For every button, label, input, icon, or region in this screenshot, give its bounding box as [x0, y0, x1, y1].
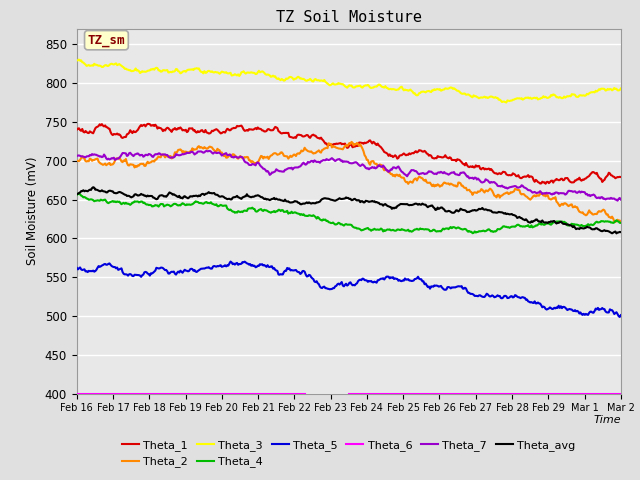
Theta_1: [541, 181, 549, 187]
Theta_4: [617, 220, 625, 226]
Theta_4: [332, 221, 340, 227]
Theta_2: [348, 139, 355, 145]
Theta_1: [398, 152, 406, 158]
Theta_3: [336, 81, 344, 87]
Theta_1: [73, 127, 81, 132]
Text: TZ_sm: TZ_sm: [88, 34, 125, 47]
Theta_6: [73, 391, 81, 396]
Theta_3: [332, 82, 340, 87]
Theta_avg: [520, 216, 527, 222]
Theta_4: [606, 219, 614, 225]
Theta_4: [336, 220, 344, 226]
Line: Theta_avg: Theta_avg: [77, 187, 621, 233]
Theta_4: [521, 224, 529, 229]
Theta_2: [73, 158, 81, 164]
Theta_6: [605, 391, 612, 396]
Theta_5: [369, 279, 376, 285]
Theta_avg: [336, 195, 344, 201]
Theta_3: [73, 58, 81, 63]
Theta_1: [369, 141, 376, 146]
Theta_7: [614, 198, 621, 204]
Theta_5: [398, 278, 406, 284]
Theta_6: [617, 391, 625, 396]
Theta_3: [617, 86, 625, 92]
Theta_4: [398, 226, 406, 232]
Theta_7: [73, 153, 81, 159]
Theta_2: [617, 219, 625, 225]
Theta_2: [335, 145, 342, 151]
Theta_avg: [73, 191, 81, 197]
Theta_1: [617, 174, 625, 180]
Title: TZ Soil Moisture: TZ Soil Moisture: [276, 10, 422, 25]
Theta_avg: [398, 201, 406, 207]
Theta_5: [332, 283, 340, 289]
Theta_1: [606, 170, 614, 176]
Theta_avg: [605, 228, 612, 234]
Theta_4: [369, 227, 376, 233]
Theta_7: [398, 169, 406, 175]
Line: Theta_7: Theta_7: [77, 151, 621, 201]
Y-axis label: Soil Moisture (mV): Soil Moisture (mV): [26, 157, 39, 265]
Theta_avg: [369, 198, 376, 204]
Theta_7: [369, 164, 376, 170]
Line: Theta_4: Theta_4: [77, 193, 621, 233]
Theta_1: [520, 174, 527, 180]
Theta_5: [336, 282, 344, 288]
Theta_5: [617, 312, 625, 318]
Theta_5: [520, 295, 527, 300]
Theta_avg: [617, 229, 625, 235]
Theta_2: [369, 158, 376, 164]
Legend: Theta_1, Theta_2, Theta_3, Theta_4, Theta_5, Theta_6, Theta_7, Theta_avg: Theta_1, Theta_2, Theta_3, Theta_4, Thet…: [118, 436, 580, 472]
Theta_3: [398, 84, 406, 90]
Theta_7: [203, 148, 211, 154]
Theta_2: [398, 175, 406, 180]
Theta_3: [606, 86, 614, 92]
Theta_7: [336, 156, 344, 162]
Theta_4: [74, 191, 82, 196]
Theta_5: [605, 310, 612, 315]
Theta_7: [617, 197, 625, 203]
Theta_5: [616, 314, 623, 320]
Theta_1: [336, 141, 344, 146]
Theta_3: [502, 99, 510, 105]
Theta_2: [605, 214, 612, 220]
Theta_2: [332, 144, 339, 150]
Line: Theta_2: Theta_2: [77, 142, 621, 222]
Theta_6: [520, 391, 527, 396]
Theta_7: [605, 196, 612, 202]
Theta_6: [398, 391, 406, 396]
Theta_6: [369, 391, 376, 396]
Theta_2: [520, 191, 527, 197]
Theta_4: [468, 230, 476, 236]
Theta_4: [73, 192, 81, 198]
Theta_7: [520, 184, 527, 190]
Theta_3: [75, 57, 83, 62]
Theta_1: [332, 141, 340, 146]
Theta_5: [73, 265, 81, 271]
Theta_avg: [90, 184, 97, 190]
Theta_1: [145, 121, 152, 127]
Line: Theta_1: Theta_1: [77, 124, 621, 184]
Theta_avg: [612, 230, 620, 236]
Theta_5: [227, 259, 234, 264]
Theta_7: [332, 157, 340, 163]
Text: Time: Time: [593, 416, 621, 425]
Theta_avg: [332, 197, 340, 203]
Line: Theta_3: Theta_3: [77, 60, 621, 102]
Theta_3: [521, 96, 529, 101]
Line: Theta_5: Theta_5: [77, 262, 621, 317]
Theta_3: [369, 85, 376, 91]
